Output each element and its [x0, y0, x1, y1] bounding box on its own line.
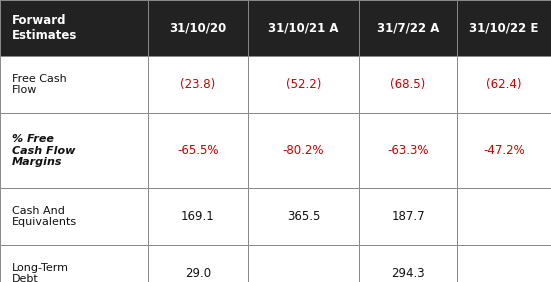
- Bar: [248, 113, 359, 188]
- Text: -47.2%: -47.2%: [483, 144, 525, 157]
- Text: Long-Term
Debt: Long-Term Debt: [12, 263, 69, 282]
- Text: Forward
Estimates: Forward Estimates: [12, 14, 77, 42]
- Bar: [248, 0, 359, 56]
- Text: Cash And
Equivalents: Cash And Equivalents: [12, 206, 77, 227]
- Bar: [148, 56, 248, 113]
- Bar: [0, 56, 148, 113]
- Bar: [359, 56, 457, 113]
- Bar: [248, 245, 359, 282]
- Text: JJ
Juxaposed Ideas: JJ Juxaposed Ideas: [161, 138, 390, 190]
- Bar: [248, 56, 359, 113]
- Bar: [359, 113, 457, 188]
- Text: Free Cash
Flow: Free Cash Flow: [12, 74, 67, 95]
- Bar: [148, 245, 248, 282]
- Bar: [457, 188, 551, 245]
- Text: -65.5%: -65.5%: [177, 144, 219, 157]
- Text: 31/10/21 A: 31/10/21 A: [268, 21, 339, 34]
- Text: 29.0: 29.0: [185, 267, 211, 280]
- Bar: [0, 245, 148, 282]
- Text: -63.3%: -63.3%: [387, 144, 429, 157]
- Text: 31/10/20: 31/10/20: [169, 21, 226, 34]
- Bar: [248, 188, 359, 245]
- Text: (62.4): (62.4): [486, 78, 522, 91]
- Bar: [457, 245, 551, 282]
- Text: -80.2%: -80.2%: [283, 144, 324, 157]
- Bar: [457, 0, 551, 56]
- Bar: [457, 113, 551, 188]
- Text: 31/7/22 A: 31/7/22 A: [377, 21, 439, 34]
- Bar: [359, 0, 457, 56]
- Bar: [457, 56, 551, 113]
- Text: (23.8): (23.8): [180, 78, 215, 91]
- Bar: [148, 0, 248, 56]
- Bar: [0, 0, 148, 56]
- Bar: [0, 113, 148, 188]
- Text: 31/10/22 E: 31/10/22 E: [469, 21, 539, 34]
- Text: 187.7: 187.7: [391, 210, 425, 223]
- Text: 365.5: 365.5: [287, 210, 320, 223]
- Bar: [148, 188, 248, 245]
- Text: (52.2): (52.2): [286, 78, 321, 91]
- Text: % Free
Cash Flow
Margins: % Free Cash Flow Margins: [12, 134, 75, 167]
- Text: (68.5): (68.5): [390, 78, 425, 91]
- Bar: [359, 245, 457, 282]
- Bar: [0, 188, 148, 245]
- Text: 294.3: 294.3: [391, 267, 425, 280]
- Bar: [359, 188, 457, 245]
- Bar: [148, 113, 248, 188]
- Text: 169.1: 169.1: [181, 210, 215, 223]
